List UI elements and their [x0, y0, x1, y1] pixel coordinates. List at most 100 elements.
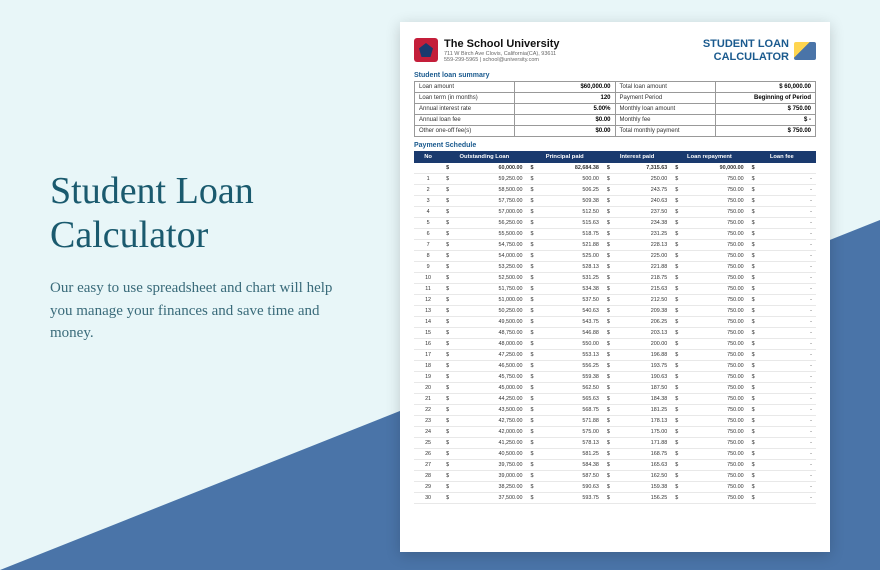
- row-no: 17: [414, 352, 442, 358]
- schedule-row: 6$55,500.00$518.75$231.25$750.00$-: [414, 229, 816, 240]
- header-right: STUDENT LOAN CALCULATOR: [703, 38, 816, 64]
- money-cell: $165.63: [603, 462, 671, 468]
- fee-cell: $-: [748, 374, 816, 380]
- money-cell: $509.38: [527, 198, 603, 204]
- money-cell: $221.88: [603, 264, 671, 270]
- money-cell: $568.75: [527, 407, 603, 413]
- money-cell: $206.25: [603, 319, 671, 325]
- schedule-row: 9$53,250.00$528.13$221.88$750.00$-: [414, 262, 816, 273]
- fee-cell: $-: [748, 451, 816, 457]
- summary-value: $0.00: [515, 115, 615, 126]
- money-cell: $212.50: [603, 297, 671, 303]
- schedule-totals-row: $60,000.00$82,684.38$7,315.63$90,000.00$: [414, 163, 816, 174]
- money-cell: $58,500.00: [442, 187, 526, 193]
- money-cell: $750.00: [671, 231, 747, 237]
- money-cell: $587.50: [527, 473, 603, 479]
- money-cell: $45,000.00: [442, 385, 526, 391]
- schedule-row: 4$57,000.00$512.50$237.50$750.00$-: [414, 207, 816, 218]
- row-no: 24: [414, 429, 442, 435]
- money-cell: $203.13: [603, 330, 671, 336]
- money-cell: $200.00: [603, 341, 671, 347]
- money-cell: $39,000.00: [442, 473, 526, 479]
- row-no: 7: [414, 242, 442, 248]
- col-no: No: [414, 151, 442, 163]
- summary-row: Other one-off fee(s)$0.00Total monthly p…: [415, 126, 816, 137]
- fee-cell: $-: [748, 462, 816, 468]
- money-cell: $518.75: [527, 231, 603, 237]
- money-cell: $54,000.00: [442, 253, 526, 259]
- schedule-row: 23$42,750.00$571.88$178.13$750.00$-: [414, 416, 816, 427]
- money-cell: $750.00: [671, 253, 747, 259]
- money-cell: $750.00: [671, 187, 747, 193]
- money-cell: $750.00: [671, 363, 747, 369]
- row-no: 15: [414, 330, 442, 336]
- row-no: 13: [414, 308, 442, 314]
- money-cell: $500.00: [527, 176, 603, 182]
- school-name: The School University: [444, 38, 560, 51]
- money-cell: $559.38: [527, 374, 603, 380]
- summary-value: 120: [515, 93, 615, 104]
- fee-cell: $-: [748, 484, 816, 490]
- money-cell: $175.00: [603, 429, 671, 435]
- fee-cell: $-: [748, 253, 816, 259]
- row-no: 14: [414, 319, 442, 325]
- money-cell: $515.63: [527, 220, 603, 226]
- fee-cell: $-: [748, 352, 816, 358]
- money-cell: $750.00: [671, 473, 747, 479]
- schedule-row: 28$39,000.00$587.50$162.50$750.00$-: [414, 471, 816, 482]
- schedule-row: 30$37,500.00$593.75$156.25$750.00$-: [414, 493, 816, 504]
- money-cell: $237.50: [603, 209, 671, 215]
- fee-cell: $-: [748, 363, 816, 369]
- schedule-row: 11$51,750.00$534.38$215.63$750.00$-: [414, 284, 816, 295]
- money-cell: $750.00: [671, 308, 747, 314]
- money-cell: $54,750.00: [442, 242, 526, 248]
- money-cell: $234.38: [603, 220, 671, 226]
- row-no: 27: [414, 462, 442, 468]
- summary-label: Loan amount: [415, 82, 515, 93]
- row-no: 3: [414, 198, 442, 204]
- money-cell: $750.00: [671, 330, 747, 336]
- schedule-row: 17$47,250.00$553.13$196.88$750.00$-: [414, 350, 816, 361]
- money-cell: $750.00: [671, 297, 747, 303]
- fee-cell: $-: [748, 187, 816, 193]
- money-cell: $528.13: [527, 264, 603, 270]
- summary-value: $60,000.00: [515, 82, 615, 93]
- money-cell: $49,500.00: [442, 319, 526, 325]
- schedule-row: 7$54,750.00$521.88$228.13$750.00$-: [414, 240, 816, 251]
- money-cell: $537.50: [527, 297, 603, 303]
- spreadsheet-document: The School University 711 W Birch Ave Cl…: [400, 22, 830, 552]
- fee-cell: $-: [748, 319, 816, 325]
- money-cell: $534.38: [527, 286, 603, 292]
- money-cell: $41,250.00: [442, 440, 526, 446]
- row-no: 28: [414, 473, 442, 479]
- row-no: 8: [414, 253, 442, 259]
- money-cell: $82,684.38: [527, 165, 603, 171]
- fee-cell: $-: [748, 407, 816, 413]
- summary-row: Loan amount$60,000.00Total loan amount$ …: [415, 82, 816, 93]
- summary-value: $ 750.00: [715, 126, 815, 137]
- schedule-row: 3$57,750.00$509.38$240.63$750.00$-: [414, 196, 816, 207]
- money-cell: $750.00: [671, 484, 747, 490]
- schedule-row: 25$41,250.00$578.13$171.88$750.00$-: [414, 438, 816, 449]
- document-header: The School University 711 W Birch Ave Cl…: [414, 38, 816, 64]
- money-cell: $48,750.00: [442, 330, 526, 336]
- summary-section-label: Student loan summary: [414, 72, 816, 79]
- money-cell: $750.00: [671, 242, 747, 248]
- money-cell: $51,000.00: [442, 297, 526, 303]
- money-cell: $750.00: [671, 418, 747, 424]
- money-cell: $750.00: [671, 451, 747, 457]
- fee-cell: $-: [748, 286, 816, 292]
- col-principal: Principal paid: [527, 151, 603, 163]
- schedule-row: 8$54,000.00$525.00$225.00$750.00$-: [414, 251, 816, 262]
- schedule-row: 27$39,750.00$584.38$165.63$750.00$-: [414, 460, 816, 471]
- fee-cell: $-: [748, 242, 816, 248]
- money-cell: $231.25: [603, 231, 671, 237]
- header-left: The School University 711 W Birch Ave Cl…: [414, 38, 560, 63]
- fee-cell: $-: [748, 341, 816, 347]
- fee-cell: $-: [748, 231, 816, 237]
- money-cell: $51,750.00: [442, 286, 526, 292]
- money-cell: $250.00: [603, 176, 671, 182]
- school-contact: 559-299-5965 | school@university.com: [444, 57, 560, 63]
- summary-label: Loan term (in months): [415, 93, 515, 104]
- summary-row: Annual loan fee$0.00Monthly fee$ -: [415, 115, 816, 126]
